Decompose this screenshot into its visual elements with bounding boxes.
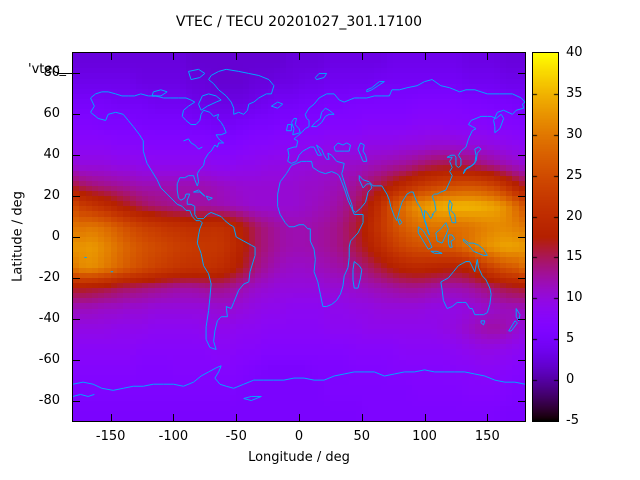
colorbar-tick-label: 20	[566, 208, 583, 224]
plot-area	[72, 52, 526, 422]
colorbar	[532, 52, 559, 422]
x-tick-label: -50	[225, 429, 247, 444]
y-tick-label: -80	[38, 392, 60, 408]
y-tick-label: 40	[43, 147, 60, 163]
y-tick-label: -60	[38, 351, 60, 367]
colorbar-tick-label: 30	[566, 126, 583, 142]
x-tick-label: 0	[294, 429, 304, 444]
colorbar-tick-label: 0	[566, 372, 575, 388]
colorbar-canvas	[533, 53, 558, 421]
x-tick-label: 150	[474, 429, 500, 444]
x-tick-label: 50	[353, 429, 371, 444]
colorbar-tick-label: 40	[566, 45, 583, 60]
x-tick-label: -150	[95, 429, 126, 444]
colorbar-tick-label: 15	[566, 249, 583, 265]
tec-heatmap-canvas	[73, 53, 525, 421]
colorbar-tick-label: 35	[566, 85, 583, 101]
x-axis-label: Longitude / deg	[248, 450, 350, 465]
x-tick-label: -100	[158, 429, 189, 444]
colorbar-tick-label: -5	[566, 413, 579, 428]
colorbar-tick-label: 5	[566, 331, 575, 347]
chart-title: VTEC / TECU 20201027_301.17100	[175, 14, 423, 30]
colorbar-tick-label: 25	[566, 167, 583, 183]
y-tick-label: -40	[38, 310, 60, 326]
y-tick-label: -20	[38, 269, 60, 285]
legend-key-label: 'vtec_	[28, 62, 67, 77]
x-tick-label: 100	[412, 429, 437, 444]
y-tick-label: 20	[43, 188, 60, 204]
colorbar-tick-label: 10	[566, 290, 583, 306]
y-tick-label: 80	[43, 65, 60, 81]
y-tick-label: 60	[43, 106, 60, 122]
y-tick-label: 0	[51, 229, 60, 244]
legend-key-sample-line	[57, 73, 73, 74]
